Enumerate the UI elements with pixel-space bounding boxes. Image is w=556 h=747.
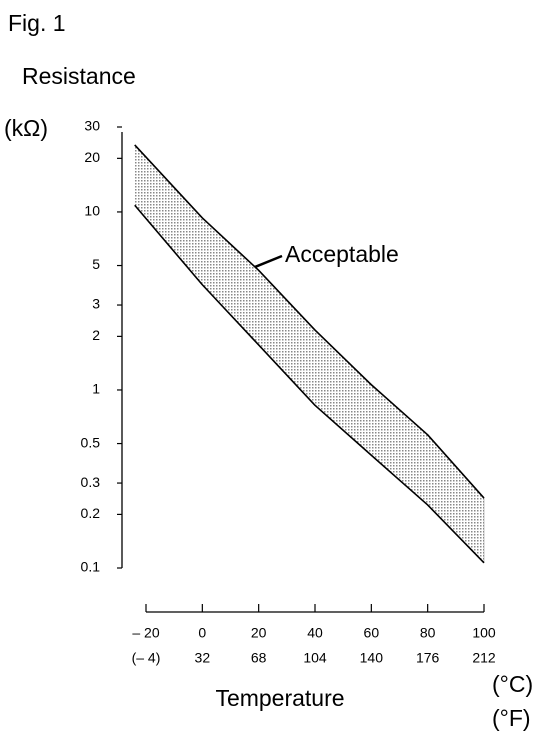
x2-tick-label: 176 — [416, 650, 440, 666]
y-unit: (kΩ) — [4, 115, 48, 141]
x2-tick-label: 140 — [360, 650, 384, 666]
x-tick-label: 40 — [307, 625, 323, 641]
acceptable-band — [134, 144, 484, 563]
y-tick-label: 0.3 — [81, 474, 101, 490]
lower-limit-curve — [134, 204, 485, 564]
x2-tick-label: 212 — [472, 650, 496, 666]
x-tick-label: 60 — [364, 625, 380, 641]
annotation: Acceptable — [285, 241, 399, 267]
x-tick-label: 80 — [420, 625, 436, 641]
y-tick-label: 2 — [92, 327, 100, 343]
x2-tick-label: 68 — [251, 650, 267, 666]
x2-unit: (°F) — [492, 705, 531, 731]
x2-tick-label: 32 — [195, 650, 211, 666]
y-tick-label: 10 — [84, 203, 100, 219]
y-tick-label: 3 — [92, 296, 100, 312]
y-tick-label: 0.2 — [81, 505, 101, 521]
y-tick-label: 1 — [92, 381, 100, 397]
x-tick-label: – 20 — [132, 625, 159, 641]
y-label: Resistance — [22, 63, 136, 89]
y-tick-label: 20 — [84, 149, 100, 165]
x-label: Temperature — [215, 685, 344, 711]
y-tick-label: 5 — [92, 256, 100, 272]
x-tick-label: 100 — [472, 625, 496, 641]
y-tick-label: 30 — [84, 118, 100, 134]
x2-tick-label: (– 4) — [132, 650, 161, 666]
figure-label: Fig. 1 — [8, 10, 66, 36]
x2-tick-label: 104 — [303, 650, 327, 666]
y-tick-label: 0.5 — [81, 434, 101, 450]
y-tick-label: 0.1 — [81, 559, 101, 575]
upper-limit-curve — [134, 144, 485, 499]
x-unit: (°C) — [492, 671, 533, 697]
x-tick-label: 20 — [251, 625, 267, 641]
x-tick-label: 0 — [198, 625, 206, 641]
